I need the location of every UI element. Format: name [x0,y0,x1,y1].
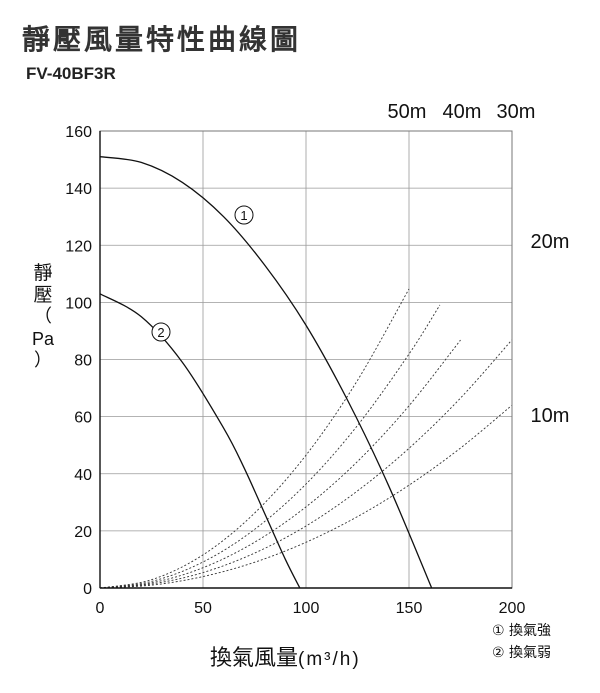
model-number: FV-40BF3R [26,64,116,83]
series-marker-label: 1 [240,208,247,223]
tick-labels: 0 50 100 150 200 0 20 40 60 80 100 120 140 160 [65,124,525,617]
x-tick-label: 50 [194,600,212,617]
grid-lines [99,130,513,589]
y-tick-label: 80 [74,353,92,370]
duct-curve-40m [100,304,441,588]
y-axis-label-open-paren: （ [34,306,52,327]
y-axis-label: 靜 壓 （ Pa ） [30,262,56,372]
performance-curve-2 [100,293,301,588]
x-tick-label: 150 [396,600,423,617]
duct-label-40m: 40m [443,101,482,123]
series-labels: 12 [151,205,254,342]
x-tick-label: 200 [499,600,526,617]
duct-curve-labels: 50m 40m 30m 20m 10m [388,101,570,427]
duct-curve-20m [100,339,512,588]
y-axis-label-char: 壓 [33,284,53,306]
x-axis-label-text: 換氣風量 [210,646,299,671]
y-tick-label: 20 [74,524,92,541]
legend-item-weak: ② 換氣弱 [492,645,552,661]
y-tick-label: 120 [65,238,92,255]
series-marker-circle [234,205,254,225]
x-tick-label: 0 [96,600,105,617]
performance-curves [100,156,433,588]
y-tick-label: 140 [65,181,92,198]
y-tick-label: 100 [65,295,92,312]
legend: ① 換氣強 ② 換氣弱 [492,620,551,664]
y-tick-label: 0 [83,581,92,598]
x-axis-label: 換氣風量(m³/h) [210,640,361,672]
x-tick-label: 100 [293,600,320,617]
duct-label-30m: 30m [497,101,536,123]
duct-label-50m: 50m [388,101,427,123]
axes [99,130,513,589]
chart-title: 靜壓風量特性曲線圖 [22,23,302,56]
y-tick-label: 60 [74,410,92,427]
duct-resistance-curves [100,288,512,588]
y-axis-unit: Pa [31,329,55,349]
duct-curve-10m [100,404,512,588]
duct-curve-50m [100,288,410,588]
y-axis-label-char: 靜 [33,262,53,284]
duct-curve-30m [100,339,461,588]
performance-curve-1 [100,156,433,588]
x-axis-unit: (m³/h) [298,649,361,670]
legend-item-strong: ① 換氣強 [492,623,552,639]
series-marker-label: 2 [157,325,164,340]
duct-label-20m: 20m [531,231,570,253]
y-axis-label-close-paren: ） [34,350,52,371]
duct-label-10m: 10m [531,405,570,427]
series-marker-circle [151,322,171,342]
y-tick-label: 160 [65,124,92,141]
y-tick-label: 40 [74,467,92,484]
